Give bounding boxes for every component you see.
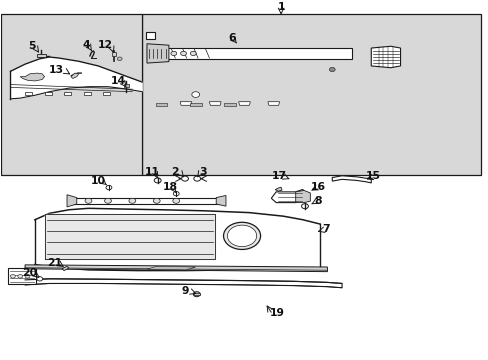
Circle shape (154, 178, 161, 183)
Text: 21: 21 (47, 258, 62, 268)
Circle shape (170, 51, 176, 55)
Circle shape (190, 51, 196, 55)
Polygon shape (25, 92, 32, 95)
Circle shape (227, 225, 256, 247)
Circle shape (172, 198, 179, 203)
Polygon shape (73, 198, 220, 204)
Polygon shape (156, 103, 167, 106)
Text: 15: 15 (366, 171, 381, 181)
Text: 9: 9 (181, 285, 188, 296)
Text: 7: 7 (322, 224, 329, 234)
Circle shape (117, 57, 122, 60)
Polygon shape (20, 73, 44, 81)
Polygon shape (267, 102, 279, 105)
Circle shape (153, 198, 160, 203)
Text: 6: 6 (228, 33, 236, 43)
Text: 12: 12 (98, 40, 113, 50)
Polygon shape (103, 92, 110, 95)
Circle shape (106, 185, 112, 190)
Bar (146, 32, 155, 39)
Polygon shape (37, 54, 45, 57)
Polygon shape (124, 84, 129, 87)
Polygon shape (194, 293, 199, 295)
Polygon shape (370, 46, 400, 68)
Polygon shape (64, 92, 71, 95)
Text: 19: 19 (269, 308, 285, 318)
Polygon shape (147, 44, 168, 63)
Circle shape (193, 176, 200, 181)
Polygon shape (331, 176, 370, 183)
Text: 5: 5 (29, 41, 36, 51)
FancyBboxPatch shape (0, 14, 142, 175)
Text: 13: 13 (49, 64, 64, 75)
Text: 14: 14 (111, 76, 126, 86)
Text: 10: 10 (91, 176, 105, 186)
Polygon shape (44, 92, 52, 95)
Text: 16: 16 (310, 181, 325, 192)
Circle shape (223, 222, 260, 249)
Text: 17: 17 (271, 171, 286, 181)
Text: 20: 20 (22, 269, 38, 278)
Circle shape (173, 192, 179, 196)
Circle shape (10, 275, 15, 278)
Circle shape (180, 51, 186, 55)
Polygon shape (209, 102, 221, 105)
Circle shape (37, 277, 42, 281)
Text: 4: 4 (82, 40, 90, 50)
Polygon shape (147, 48, 351, 59)
Polygon shape (8, 268, 36, 284)
Polygon shape (295, 190, 310, 203)
Polygon shape (189, 103, 201, 106)
Polygon shape (35, 208, 320, 271)
Polygon shape (216, 195, 225, 206)
Circle shape (329, 67, 334, 72)
Polygon shape (238, 102, 250, 105)
Text: 1: 1 (277, 2, 284, 12)
Circle shape (301, 204, 308, 209)
Polygon shape (67, 195, 77, 207)
Text: 18: 18 (163, 182, 178, 192)
Polygon shape (10, 57, 142, 99)
Text: 11: 11 (144, 167, 159, 177)
Circle shape (18, 275, 22, 278)
Polygon shape (62, 266, 69, 271)
Polygon shape (44, 215, 215, 259)
Circle shape (25, 275, 30, 278)
Polygon shape (147, 266, 195, 270)
Polygon shape (25, 279, 341, 288)
Circle shape (85, 198, 92, 203)
Polygon shape (71, 73, 79, 78)
FancyBboxPatch shape (142, 14, 480, 175)
Polygon shape (271, 189, 303, 203)
Polygon shape (112, 52, 116, 56)
Polygon shape (180, 102, 191, 105)
Circle shape (193, 292, 200, 297)
Circle shape (191, 92, 199, 98)
Polygon shape (224, 103, 235, 106)
Circle shape (129, 198, 136, 203)
Text: 8: 8 (314, 196, 322, 206)
Text: 3: 3 (199, 167, 206, 177)
Polygon shape (83, 92, 91, 95)
Circle shape (104, 198, 111, 203)
Text: 2: 2 (171, 167, 179, 177)
Polygon shape (25, 265, 327, 272)
Polygon shape (275, 187, 282, 191)
Circle shape (181, 176, 188, 181)
